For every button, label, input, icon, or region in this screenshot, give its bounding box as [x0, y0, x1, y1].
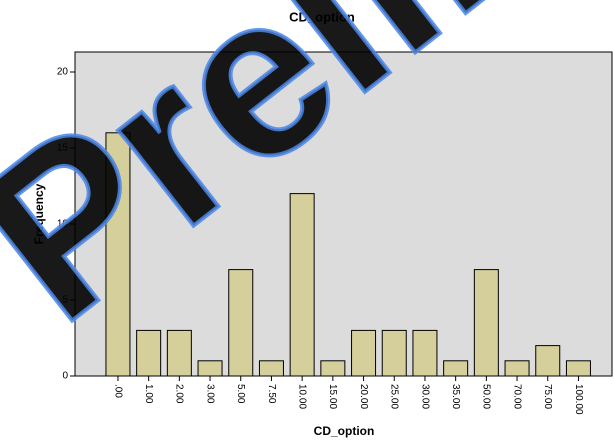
x-tick-label: 75.00: [542, 384, 553, 409]
bar: [228, 269, 254, 377]
bar: [289, 193, 315, 377]
x-tick-label: 20.00: [358, 384, 369, 409]
x-tick-label: 3.00: [204, 384, 215, 404]
x-axis-label: CD_option: [314, 424, 375, 438]
x-tick-label: 10.00: [297, 384, 308, 409]
bar: [351, 329, 377, 377]
bar: [443, 360, 469, 377]
bar: [197, 360, 223, 377]
x-tick-label: 35.00: [450, 384, 461, 409]
x-tick-label: 25.00: [389, 384, 400, 409]
bar: [320, 360, 346, 377]
x-tick-label: 70.00: [511, 384, 522, 409]
x-tick-label: 30.00: [419, 384, 430, 409]
bar: [166, 329, 192, 377]
chart-title: CD_option: [289, 9, 355, 24]
x-tick-label: 5.00: [235, 384, 246, 404]
y-tick-label: 15: [57, 143, 69, 154]
bar: [565, 360, 591, 377]
bar: [381, 329, 407, 377]
bar: [136, 329, 162, 377]
y-tick-label: 10: [57, 219, 69, 230]
bar: [504, 360, 530, 377]
x-tick-label: 1.00: [143, 384, 154, 404]
bar: [473, 269, 499, 377]
y-tick-label: 0: [62, 371, 68, 382]
bar: [412, 329, 438, 377]
y-axis-label: Frequency: [32, 183, 46, 244]
x-tick-label: .00: [112, 384, 123, 398]
y-tick-label: 20: [57, 67, 69, 78]
x-tick-label: 2.00: [174, 384, 185, 404]
bar: [535, 345, 561, 377]
x-tick-label: 50.00: [481, 384, 492, 409]
x-tick-label: 100.00: [573, 384, 584, 415]
bar: [258, 360, 284, 377]
x-tick-label: 7.50: [266, 384, 277, 404]
x-tick-label: 15.00: [327, 384, 338, 409]
plot-area: [74, 51, 613, 377]
y-tick-label: 5: [62, 295, 68, 306]
